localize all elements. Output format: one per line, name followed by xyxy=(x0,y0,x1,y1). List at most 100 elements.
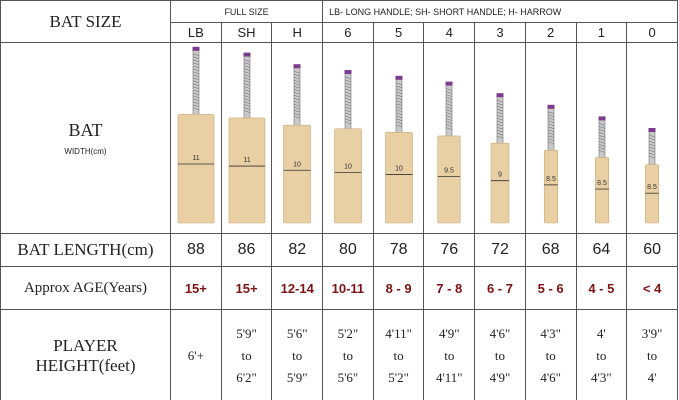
bat-drawing: 9.5 xyxy=(437,81,461,224)
handle-cap xyxy=(598,116,605,121)
bat-length: 76 xyxy=(423,233,476,267)
age-range: 15+ xyxy=(170,266,222,310)
grip-line xyxy=(547,129,554,133)
bat-cell: 11 xyxy=(220,42,273,234)
bat-length: 88 xyxy=(170,233,222,267)
size-code: 6 xyxy=(322,22,374,43)
grip-line xyxy=(446,109,453,112)
grip-line xyxy=(497,99,504,103)
grip-line xyxy=(344,112,352,116)
grip-line xyxy=(192,89,200,93)
grip-line xyxy=(192,62,200,66)
grip-line xyxy=(547,117,554,121)
length-row-label: BAT LENGTH(cm) xyxy=(0,233,171,267)
grip-line xyxy=(243,89,250,92)
grip-line xyxy=(446,97,453,100)
grip-line xyxy=(243,77,250,80)
grip-line xyxy=(598,123,605,126)
bat-drawing: 11 xyxy=(228,52,265,224)
bat-width: 11 xyxy=(192,155,199,162)
grip-line xyxy=(344,91,352,95)
age-range: 8 - 9 xyxy=(372,266,425,310)
grip-line xyxy=(497,123,504,127)
grip-line xyxy=(547,141,554,145)
bat-cell: 10 xyxy=(271,42,324,234)
bat-width: 9.5 xyxy=(445,168,455,175)
bat-size-header: BAT SIZE xyxy=(0,0,171,43)
height-line: to xyxy=(241,347,252,363)
grip-line xyxy=(344,85,352,89)
grip-line xyxy=(192,74,200,78)
grip-line xyxy=(395,97,402,101)
player-height: 4'6" to 4'9" xyxy=(474,309,526,400)
age-range: 7 - 8 xyxy=(423,266,476,310)
size-code: 5 xyxy=(372,22,425,43)
bat-drawing: 8.5 xyxy=(543,104,558,224)
player-height: 4'9" to 4'11" xyxy=(423,309,476,400)
grip-line xyxy=(395,115,402,119)
grip-line xyxy=(294,97,301,101)
grip-line xyxy=(294,112,301,116)
grip-line xyxy=(598,138,605,141)
height-line: 5'6" xyxy=(286,325,308,341)
grip-line xyxy=(395,121,402,125)
height-line: 5'2" xyxy=(388,369,409,385)
handle-cap xyxy=(344,70,352,74)
bat-handle xyxy=(294,64,301,130)
legend-header: LB- LONG HANDLE; SH- SHORT HANDLE; H- HA… xyxy=(322,0,678,23)
grip-line xyxy=(497,102,504,106)
grip-line xyxy=(344,118,352,122)
bat-blade xyxy=(645,164,660,224)
grip-line xyxy=(243,92,250,95)
bat-blade xyxy=(334,128,362,224)
handle-cap xyxy=(445,81,453,86)
grip-line xyxy=(243,68,250,71)
bat-width: 11 xyxy=(243,157,250,164)
bat-drawing: 9 xyxy=(490,93,510,224)
bat-blade xyxy=(437,135,461,224)
height-line: 5'9" xyxy=(286,369,308,385)
grip-line xyxy=(294,73,301,77)
grip-line xyxy=(192,104,200,108)
age-range: 12-14 xyxy=(271,266,324,310)
player-height: 4'3" to 4'6" xyxy=(524,309,577,400)
grip-line xyxy=(497,135,504,139)
bat-cell: 10 xyxy=(322,42,374,234)
player-height: 4' to 4'3" xyxy=(575,309,628,400)
height-line: 4'11" xyxy=(385,325,412,341)
height-line: 4'3" xyxy=(591,369,612,385)
size-code: LB xyxy=(170,22,222,43)
bat-width: 10 xyxy=(344,163,352,170)
bat-label: BAT xyxy=(68,120,103,140)
grip-line xyxy=(649,143,656,147)
grip-line xyxy=(192,83,200,87)
handle-cap xyxy=(293,64,301,69)
size-code: 0 xyxy=(626,22,678,43)
bat-cell: 9.5 xyxy=(423,42,476,234)
grip-line xyxy=(395,88,402,92)
age-range: < 4 xyxy=(626,266,678,310)
grip-line xyxy=(395,109,402,113)
height-line: to xyxy=(545,347,556,363)
grip-line xyxy=(243,107,250,110)
height-line: 5'9" xyxy=(236,325,257,341)
grip-line xyxy=(547,123,554,127)
player-height: 6'+ xyxy=(170,309,222,400)
bat-width: 10 xyxy=(293,161,301,168)
height-line: to xyxy=(647,347,658,363)
age-range: 15+ xyxy=(220,266,273,310)
grip-line xyxy=(294,70,301,74)
age-range: 5 - 6 xyxy=(524,266,577,310)
bat-cell: 8.5 xyxy=(575,42,628,234)
bat-length: 68 xyxy=(524,233,577,267)
height-line: 4'9" xyxy=(438,325,460,341)
bat-width: 8.5 xyxy=(597,180,607,187)
width-label: WIDTH(cm) xyxy=(64,147,107,156)
grip-line xyxy=(395,82,402,86)
height-row-label: PLAYER HEIGHT(feet) xyxy=(0,309,171,400)
grip-line xyxy=(395,106,402,110)
bat-length: 82 xyxy=(271,233,324,267)
grip-line xyxy=(446,121,453,124)
full-size-header: FULL SIZE xyxy=(169,0,324,23)
